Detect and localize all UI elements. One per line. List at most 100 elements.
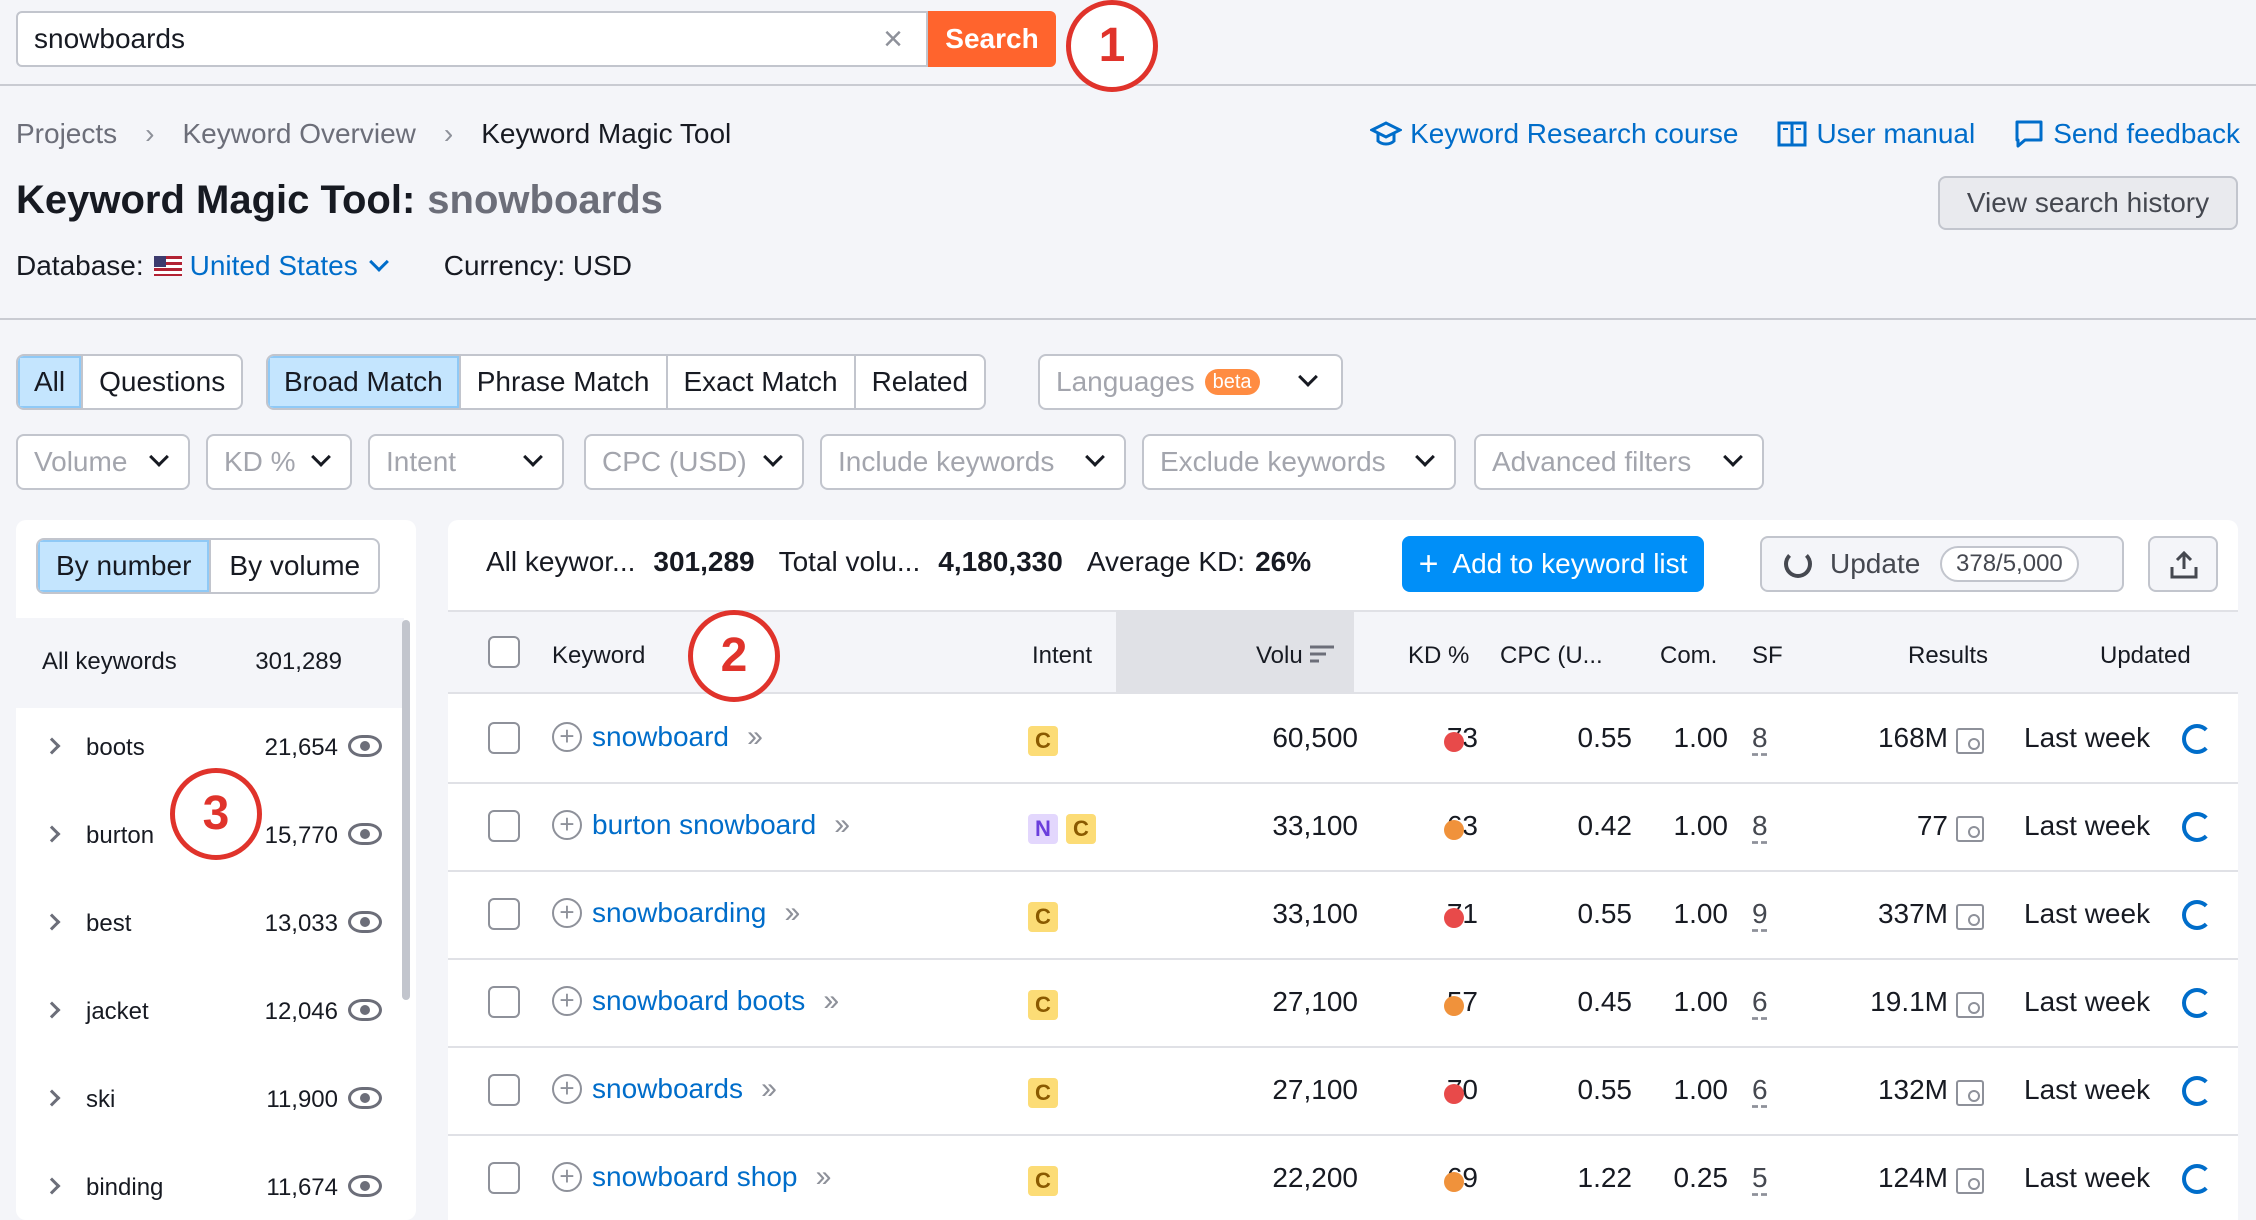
column-volume[interactable]: Volu [1256, 642, 1303, 669]
refresh-icon[interactable] [2182, 812, 2212, 842]
keyword-research-course-link[interactable]: Keyword Research course [1370, 118, 1738, 150]
tab-by-volume[interactable]: By volume [229, 550, 361, 581]
add-keyword-icon[interactable]: + [552, 898, 582, 928]
serp-icon[interactable] [1956, 728, 1984, 754]
eye-icon[interactable] [348, 735, 382, 757]
chevron-right-icon[interactable] [43, 1089, 61, 1107]
group-item[interactable]: binding 11,674 [16, 1148, 404, 1220]
serp-icon[interactable] [1956, 904, 1984, 930]
tab-exact-match[interactable]: Exact Match [668, 356, 856, 408]
group-item[interactable]: boots 21,654 [16, 708, 404, 796]
chevron-right-icon[interactable] [43, 737, 61, 755]
select-all-checkbox[interactable] [488, 636, 520, 668]
add-keyword-icon[interactable]: + [552, 722, 582, 752]
double-chevron-right-icon[interactable]: ›› [760, 1072, 777, 1105]
sf-cell[interactable]: 8 [1752, 722, 1768, 753]
keyword-link[interactable]: snowboarding ›› [592, 896, 800, 930]
add-keyword-icon[interactable]: + [552, 1074, 582, 1104]
filter-volume[interactable]: Volume [16, 434, 190, 490]
group-item[interactable]: ski 11,900 [16, 1060, 404, 1148]
view-search-history-button[interactable]: View search history [1938, 176, 2238, 230]
refresh-icon[interactable] [2182, 1164, 2212, 1194]
filter-advanced[interactable]: Advanced filters [1474, 434, 1764, 490]
serp-icon[interactable] [1956, 1168, 1984, 1194]
double-chevron-right-icon[interactable]: ›› [834, 808, 850, 841]
breadcrumb-projects[interactable]: Projects [16, 118, 118, 149]
row-checkbox[interactable] [488, 810, 520, 842]
column-sf[interactable]: SF [1752, 642, 1783, 669]
search-input[interactable]: snowboards [16, 11, 928, 67]
row-checkbox[interactable] [488, 1162, 520, 1194]
filter-exclude-keywords[interactable]: Exclude keywords [1142, 434, 1456, 490]
eye-icon[interactable] [348, 1087, 382, 1109]
add-to-keyword-list-button[interactable]: + Add to keyword list [1402, 536, 1704, 592]
row-checkbox[interactable] [488, 898, 520, 930]
languages-dropdown[interactable]: Languages beta [1038, 354, 1343, 410]
group-item[interactable]: burton 15,770 [16, 796, 404, 884]
column-keyword[interactable]: Keyword [552, 642, 646, 669]
tab-all[interactable]: All [18, 356, 84, 408]
sf-cell[interactable]: 8 [1752, 810, 1768, 841]
chevron-right-icon[interactable] [43, 825, 61, 843]
chevron-right-icon[interactable] [43, 913, 61, 931]
refresh-icon[interactable] [2182, 900, 2212, 930]
user-manual-link[interactable]: User manual [1776, 118, 1975, 150]
eye-icon[interactable] [348, 911, 382, 933]
column-intent[interactable]: Intent [1032, 642, 1093, 669]
column-cpc[interactable]: CPC (U... [1500, 642, 1603, 669]
serp-icon[interactable] [1956, 1080, 1984, 1106]
keyword-link[interactable]: snowboard ›› [592, 720, 763, 754]
add-keyword-icon[interactable]: + [552, 1162, 582, 1192]
groups-scrollbar[interactable] [402, 620, 410, 1000]
sf-cell[interactable]: 9 [1752, 898, 1768, 929]
filter-cpc[interactable]: CPC (USD) [584, 434, 804, 490]
sf-cell[interactable]: 6 [1752, 986, 1768, 1017]
eye-icon[interactable] [348, 999, 382, 1021]
row-checkbox[interactable] [488, 986, 520, 1018]
refresh-icon[interactable] [2182, 988, 2212, 1018]
tab-related[interactable]: Related [871, 366, 969, 397]
filter-kd[interactable]: KD % [206, 434, 352, 490]
tab-by-number[interactable]: By number [38, 540, 212, 592]
eye-icon[interactable] [348, 1175, 382, 1197]
serp-icon[interactable] [1956, 992, 1984, 1018]
serp-icon[interactable] [1956, 816, 1984, 842]
refresh-icon[interactable] [2182, 1076, 2212, 1106]
tab-phrase-match[interactable]: Phrase Match [461, 356, 668, 408]
column-updated[interactable]: Updated [2100, 642, 2191, 669]
keyword-link[interactable]: snowboard shop ›› [592, 1160, 831, 1194]
double-chevron-right-icon[interactable]: ›› [815, 1160, 831, 1193]
row-checkbox[interactable] [488, 722, 520, 754]
database-selector[interactable]: United States [190, 250, 394, 282]
column-results[interactable]: Results [1908, 642, 1989, 669]
refresh-icon[interactable] [2182, 724, 2212, 754]
export-button[interactable] [2148, 536, 2218, 592]
chevron-right-icon[interactable] [43, 1001, 61, 1019]
sf-cell[interactable]: 5 [1752, 1162, 1768, 1193]
filter-include-keywords[interactable]: Include keywords [820, 434, 1126, 490]
tab-questions[interactable]: Questions [99, 366, 226, 397]
breadcrumb-keyword-overview[interactable]: Keyword Overview [182, 118, 416, 149]
tab-broad-match[interactable]: Broad Match [268, 356, 461, 408]
group-item[interactable]: best 13,033 [16, 884, 404, 972]
column-kd[interactable]: KD % [1408, 642, 1470, 669]
row-checkbox[interactable] [488, 1074, 520, 1106]
double-chevron-right-icon[interactable]: ›› [746, 720, 763, 753]
keyword-link[interactable]: snowboards ›› [592, 1072, 777, 1106]
group-item[interactable]: jacket 12,046 [16, 972, 404, 1060]
search-button[interactable]: Search [928, 11, 1056, 67]
column-com[interactable]: Com. [1660, 642, 1718, 669]
update-button[interactable]: Update 378/5,000 [1760, 536, 2124, 592]
eye-icon[interactable] [348, 823, 382, 845]
filter-intent[interactable]: Intent [368, 434, 564, 490]
clear-icon[interactable]: × [883, 20, 903, 58]
sf-cell[interactable]: 6 [1752, 1074, 1768, 1105]
keyword-link[interactable]: burton snowboard ›› [592, 808, 850, 842]
add-keyword-icon[interactable]: + [552, 986, 582, 1016]
chevron-right-icon[interactable] [43, 1177, 61, 1195]
all-keywords-group[interactable]: All keywords 301,289 [16, 618, 404, 708]
add-keyword-icon[interactable]: + [552, 810, 582, 840]
send-feedback-link[interactable]: Send feedback [2013, 118, 2240, 150]
sort-descending-icon[interactable] [1310, 644, 1334, 664]
double-chevron-right-icon[interactable]: ›› [784, 896, 800, 929]
